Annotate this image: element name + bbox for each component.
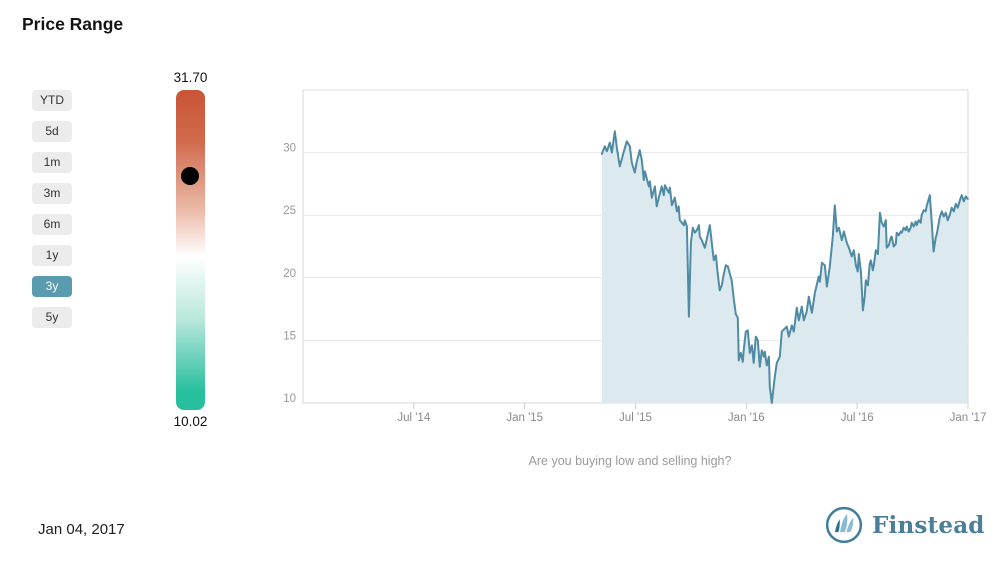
x-axis-label: Jul '16 xyxy=(841,412,874,424)
range-button-1m[interactable]: 1m xyxy=(32,152,72,173)
price-range-gradient-bar[interactable] xyxy=(176,90,205,410)
range-button-3m[interactable]: 3m xyxy=(32,183,72,204)
brand[interactable]: Finstead xyxy=(824,505,985,545)
y-axis-label: 15 xyxy=(283,330,296,342)
range-selector: YTD 5d 1m 3m 6m 1y 3y 5y xyxy=(32,90,72,338)
finstead-logo-icon xyxy=(825,506,863,544)
x-axis-label: Jul '14 xyxy=(397,412,430,424)
range-button-5y[interactable]: 5y xyxy=(32,307,72,328)
logo-ring xyxy=(825,506,863,544)
brand-name: Finstead xyxy=(872,511,985,539)
price-line[interactable] xyxy=(600,130,969,404)
logo-sail-light-large xyxy=(840,514,848,533)
range-button-1y[interactable]: 1y xyxy=(32,245,72,266)
range-button-3y[interactable]: 3y xyxy=(32,276,72,297)
quote-date: Jan 04, 2017 xyxy=(38,521,125,538)
page-title: Price Range xyxy=(22,14,124,34)
price-area-fill xyxy=(601,131,968,404)
range-button-ytd[interactable]: YTD xyxy=(32,90,72,111)
y-axis-label: 10 xyxy=(283,393,296,405)
logo-sail-dark xyxy=(834,519,840,533)
y-axis-label: 30 xyxy=(283,143,296,155)
x-axis-label: Jan '15 xyxy=(506,412,543,424)
x-axis-label: Jan '17 xyxy=(950,412,987,424)
y-axis-label: 20 xyxy=(283,268,296,280)
price-range-max-label: 31.70 xyxy=(173,70,208,85)
price-range-min-label: 10.02 xyxy=(173,414,208,429)
current-price-marker[interactable] xyxy=(181,166,199,185)
range-button-5d[interactable]: 5d xyxy=(32,121,72,142)
x-axis-label: Jul '15 xyxy=(619,412,652,424)
chart-caption: Are you buying low and selling high? xyxy=(528,454,732,468)
logo-sail-light-small xyxy=(846,517,854,533)
y-axis-label: 25 xyxy=(283,205,296,217)
range-button-6m[interactable]: 6m xyxy=(32,214,72,235)
x-axis-label: Jan '16 xyxy=(728,412,765,424)
